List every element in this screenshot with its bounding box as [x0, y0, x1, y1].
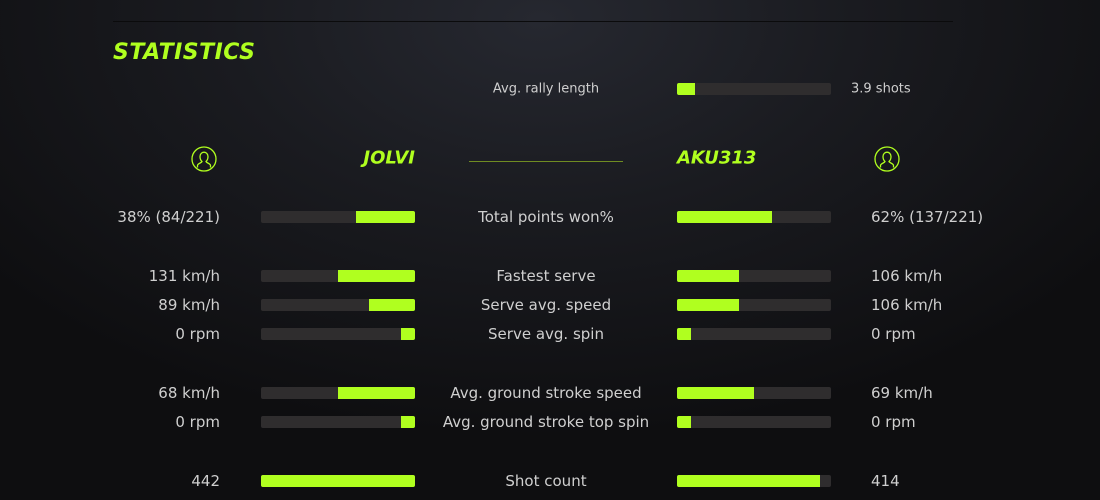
right-stat-bar: [677, 211, 831, 223]
right-stat-bar: [677, 387, 831, 399]
left-stat-value: 38% (84/221): [117, 208, 220, 226]
left-stat-bar-fill: [401, 328, 415, 340]
left-stat-bar-fill: [356, 211, 415, 223]
right-player-name: AKU313: [677, 147, 757, 169]
left-stat-value: 89 km/h: [158, 296, 220, 314]
left-stat-value: 0 rpm: [175, 325, 220, 343]
right-stat-bar-fill: [677, 328, 691, 340]
left-stat-value: 0 rpm: [175, 413, 220, 431]
header-divider: [113, 21, 953, 22]
right-stat-bar-fill: [677, 270, 739, 282]
left-stat-bar-fill: [338, 270, 415, 282]
right-stat-bar-fill: [677, 211, 773, 223]
right-stat-bar: [677, 270, 831, 282]
stat-label: Shot count: [505, 472, 587, 490]
left-stat-bar: [261, 299, 415, 311]
user-circle-icon: [191, 146, 217, 172]
left-stat-bar: [261, 387, 415, 399]
versus-divider: [469, 161, 623, 162]
right-stat-value: 62% (137/221): [871, 208, 984, 226]
user-circle-icon: [874, 146, 900, 172]
left-stat-bar: [261, 328, 415, 340]
stat-label: Fastest serve: [496, 267, 596, 285]
right-stat-bar-fill: [677, 416, 691, 428]
right-stat-bar: [677, 299, 831, 311]
rally-label: Avg. rally length: [492, 81, 600, 97]
right-stat-value: 69 km/h: [871, 384, 933, 402]
rally-bar: [677, 83, 831, 95]
right-stat-value: 106 km/h: [871, 267, 943, 285]
right-stat-bar: [677, 475, 831, 487]
left-stat-bar: [261, 270, 415, 282]
left-stat-bar-fill: [338, 387, 415, 399]
left-stat-bar-fill: [401, 416, 415, 428]
left-stat-value: 68 km/h: [158, 384, 220, 402]
left-stat-bar-fill: [261, 475, 415, 487]
left-stat-value: 131 km/h: [148, 267, 220, 285]
left-stat-bar: [261, 475, 415, 487]
left-player-name: JOLVI: [363, 147, 415, 169]
page-title: STATISTICS: [113, 40, 256, 65]
rally-bar-fill: [677, 83, 696, 95]
stat-label: Serve avg. speed: [480, 296, 612, 314]
left-stat-value: 442: [191, 472, 220, 490]
right-stat-value: 0 rpm: [871, 413, 916, 431]
stat-label: Avg. ground stroke top spin: [442, 413, 650, 431]
right-stat-value: 414: [871, 472, 900, 490]
right-stat-bar-fill: [677, 299, 739, 311]
left-stat-bar: [261, 211, 415, 223]
right-stat-bar: [677, 328, 831, 340]
right-stat-bar: [677, 416, 831, 428]
stat-label: Serve avg. spin: [488, 325, 604, 343]
right-stat-value: 106 km/h: [871, 296, 943, 314]
rally-value: 3.9 shots: [851, 81, 911, 97]
stat-label: Avg. ground stroke speed: [450, 384, 642, 402]
left-stat-bar: [261, 416, 415, 428]
right-stat-value: 0 rpm: [871, 325, 916, 343]
right-stat-bar-fill: [677, 387, 754, 399]
right-stat-bar-fill: [677, 475, 821, 487]
left-stat-bar-fill: [368, 299, 415, 311]
stat-label: Total points won%: [478, 208, 614, 226]
